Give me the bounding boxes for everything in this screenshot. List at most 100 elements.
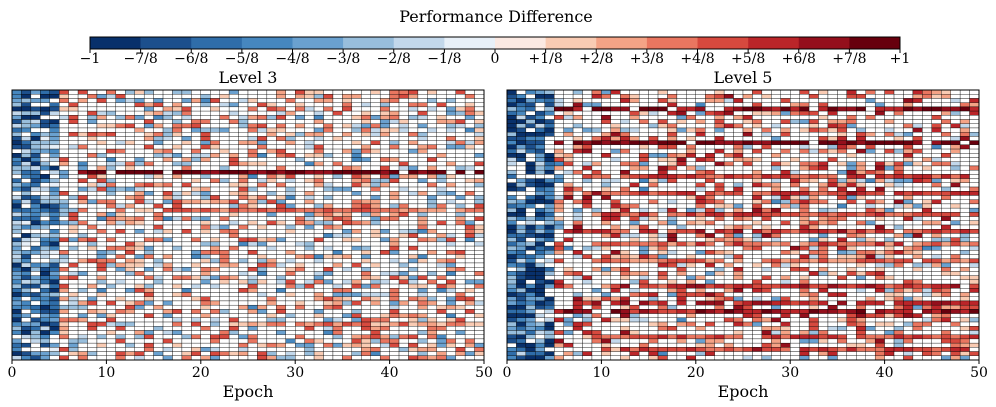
heatmap-cell <box>676 203 687 209</box>
heatmap-cell <box>874 153 885 158</box>
heatmap-cell <box>351 123 362 129</box>
heatmap-cell <box>11 267 22 272</box>
heatmap-cell <box>304 207 315 213</box>
heatmap-cell <box>398 342 409 348</box>
heatmap-cell <box>620 106 630 112</box>
heatmap-cell <box>295 292 305 297</box>
heatmap-cell <box>200 220 211 226</box>
heatmap-cell <box>276 94 286 99</box>
heatmap-cell <box>771 102 781 108</box>
heatmap-cell <box>818 148 829 154</box>
heatmap-cell <box>153 148 164 154</box>
heatmap-cell <box>125 342 135 348</box>
heatmap-cell <box>276 262 286 268</box>
heatmap-cell <box>49 207 60 213</box>
heatmap-cell <box>638 212 649 217</box>
heatmap-cell <box>648 233 659 238</box>
heatmap-cell <box>714 169 725 175</box>
heatmap-cell <box>417 191 428 196</box>
heatmap-cell <box>266 212 277 217</box>
heatmap-cell <box>11 317 22 323</box>
heatmap-cell <box>11 245 22 251</box>
heatmap-cell <box>106 123 117 129</box>
heatmap-cell <box>582 203 593 209</box>
heatmap-cell <box>950 144 961 150</box>
heatmap-cell <box>572 102 583 108</box>
heatmap-cell <box>474 216 485 221</box>
colorbar-tick-label: +3/8 <box>630 51 664 67</box>
heatmap-cell <box>648 94 659 99</box>
heatmap-cell <box>370 182 381 188</box>
heatmap-cell <box>49 153 60 158</box>
heatmap-cell <box>181 98 192 103</box>
heatmap-cell <box>389 106 400 112</box>
heatmap-cell <box>106 300 117 306</box>
heatmap-cell <box>351 309 362 314</box>
heatmap-cell <box>153 169 164 175</box>
heatmap-cell <box>40 169 50 175</box>
heatmap-cell <box>676 148 687 154</box>
heatmap-cell <box>351 254 362 259</box>
heatmap-cell <box>257 309 268 314</box>
heatmap-cell <box>106 119 117 124</box>
heatmap-cell <box>389 271 400 276</box>
heatmap-cell <box>181 283 192 289</box>
heatmap-cell <box>49 317 60 323</box>
heatmap-cell <box>601 110 612 116</box>
heatmap-cell <box>601 186 612 192</box>
heatmap-cell <box>733 178 744 183</box>
heatmap-cell <box>162 140 173 146</box>
heatmap-cell <box>474 245 485 251</box>
heatmap-cell <box>771 94 781 99</box>
heatmap-cell <box>455 271 466 276</box>
heatmap-cell <box>398 351 409 356</box>
heatmap-cell <box>379 102 390 108</box>
heatmap-cell <box>865 98 876 103</box>
heatmap-cell <box>629 229 640 234</box>
heatmap-cell <box>295 178 305 183</box>
heatmap-cell <box>464 102 475 108</box>
heatmap-cell <box>304 262 315 268</box>
heatmap-cell <box>295 195 305 200</box>
heatmap-cell <box>219 157 230 162</box>
heatmap-cell <box>49 115 60 120</box>
heatmap-cell <box>474 102 485 108</box>
heatmap-cell <box>219 94 230 99</box>
heatmap-cell <box>379 279 390 285</box>
heatmap-cell <box>257 275 268 281</box>
heatmap-cell <box>115 309 126 314</box>
heatmap-cell <box>761 157 772 162</box>
heatmap-cell <box>695 127 706 133</box>
heatmap-cell <box>342 98 353 103</box>
heatmap-cell <box>427 123 437 129</box>
heatmap-cell <box>856 136 866 141</box>
heatmap-cell <box>780 191 791 196</box>
heatmap-cell <box>332 250 343 255</box>
heatmap-cell <box>837 186 848 192</box>
heatmap-cell <box>59 275 69 281</box>
heatmap-cell <box>379 296 390 302</box>
heatmap-cell <box>162 165 173 171</box>
heatmap-cell <box>950 224 961 230</box>
heatmap-cell <box>370 106 381 112</box>
heatmap-cell <box>361 89 371 95</box>
heatmap-cell <box>40 123 50 129</box>
heatmap-cell <box>808 127 819 133</box>
heatmap-cell <box>554 115 564 120</box>
heatmap-cell <box>446 347 456 352</box>
heatmap-cell <box>247 174 258 179</box>
heatmap-cell <box>846 178 857 183</box>
heatmap-cell <box>436 119 447 124</box>
heatmap-cell <box>361 300 371 306</box>
heatmap-cell <box>162 250 173 255</box>
heatmap-cell <box>752 224 763 230</box>
heatmap-cell <box>115 178 126 183</box>
x-axis-label: Epoch <box>223 382 274 401</box>
heatmap-cell <box>247 220 258 226</box>
heatmap-cell <box>266 275 277 281</box>
heatmap-cell <box>134 115 145 120</box>
heatmap-cell <box>87 275 98 281</box>
heatmap-cell <box>827 132 838 137</box>
heatmap-cell <box>554 148 564 154</box>
heatmap-cell <box>427 342 437 348</box>
